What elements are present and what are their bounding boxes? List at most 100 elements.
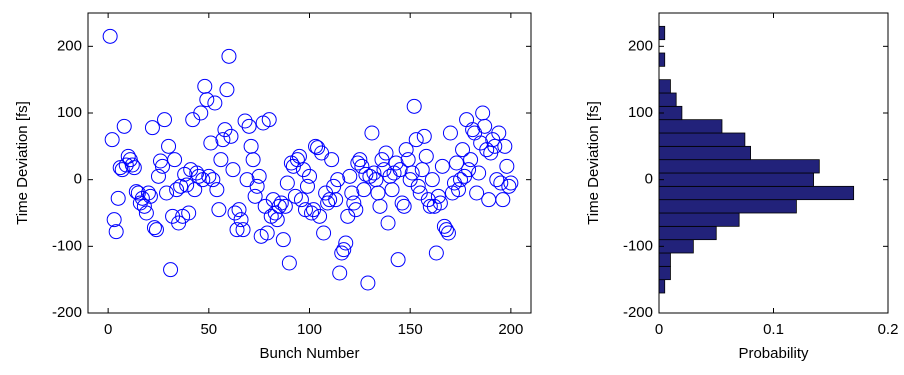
scatter-point — [155, 158, 171, 174]
scatter-point — [201, 168, 217, 184]
scatter-point — [146, 220, 162, 236]
x-tick-label: 150 — [398, 321, 423, 338]
scatter-point — [173, 178, 189, 194]
scatter-point — [406, 98, 422, 114]
scatter-point — [261, 112, 277, 128]
scatter-point — [116, 118, 132, 134]
scatter-point — [193, 105, 209, 121]
scatter-point — [302, 168, 317, 184]
scatter-point — [159, 185, 175, 201]
scatter-point — [410, 178, 426, 194]
x-tick-label: 0 — [655, 321, 663, 338]
histogram-bar — [658, 25, 666, 41]
scatter-point — [350, 155, 366, 171]
scatter-point — [142, 188, 158, 204]
scatter-point — [229, 222, 245, 238]
scatter-point — [424, 172, 440, 188]
scatter-point — [304, 205, 320, 221]
y-tick-label: -100 — [623, 237, 653, 254]
scatter-point — [213, 152, 229, 168]
scatter-point — [291, 148, 307, 164]
scatter-point — [249, 178, 265, 194]
scatter-point — [432, 195, 448, 211]
histogram-bar — [658, 145, 751, 161]
scatter-point — [215, 132, 231, 148]
scatter-point — [237, 113, 253, 129]
scatter-point — [207, 95, 223, 111]
histogram-bar — [658, 132, 746, 147]
scatter-point — [465, 122, 481, 138]
scatter-point — [414, 162, 430, 178]
scatter-point — [114, 162, 130, 178]
scatter-point — [209, 182, 225, 198]
scatter-point — [356, 182, 372, 198]
scatter-point — [442, 125, 458, 141]
scatter-point — [275, 232, 291, 248]
scatter-point — [169, 182, 185, 198]
scatter-point — [322, 192, 338, 208]
scatter-point — [336, 242, 352, 258]
scatter-point — [396, 198, 412, 214]
scatter-point — [191, 168, 207, 184]
scatter-point — [259, 225, 275, 241]
scatter-point — [181, 205, 197, 221]
scatter-point — [150, 168, 166, 184]
scatter-point — [140, 185, 156, 201]
scatter-point — [384, 182, 400, 198]
scatter-point — [334, 245, 350, 261]
y-tick-label: 200 — [628, 37, 653, 54]
y-axis-label: Time Deviation [fs] — [14, 101, 31, 225]
histogram-bar — [658, 199, 797, 214]
scatter-point — [451, 182, 467, 198]
histogram-bar — [658, 52, 666, 67]
y-axis-label: Time Deviation [fs] — [585, 101, 602, 225]
scatter-point — [219, 82, 235, 98]
histogram-bar — [658, 172, 814, 187]
scatter-point — [118, 157, 134, 173]
y-tick-label: 0 — [74, 171, 82, 188]
scatter-point — [469, 185, 485, 201]
y-tick-label: -100 — [52, 237, 82, 254]
y-tick-label: 0 — [645, 171, 653, 188]
scatter-point — [241, 118, 257, 134]
scatter-point — [223, 128, 239, 144]
x-tick-label: 0.1 — [763, 321, 784, 338]
scatter-point — [453, 172, 469, 188]
x-tick-label: 50 — [200, 321, 217, 338]
histogram-bar — [658, 252, 671, 267]
scatter-point — [271, 198, 287, 214]
scatter-point — [205, 172, 221, 188]
histogram-bar — [658, 119, 723, 134]
scatter-point — [130, 185, 146, 201]
scatter-point — [199, 92, 215, 108]
scatter-point — [235, 222, 251, 238]
scatter-point — [400, 152, 416, 168]
histogram-bar — [658, 185, 855, 201]
scatter-point — [161, 138, 177, 154]
histogram-bar — [658, 212, 740, 227]
scatter-point — [497, 138, 513, 154]
histogram-bar — [658, 92, 677, 107]
histogram-bar — [658, 265, 671, 281]
scatter-point — [499, 158, 515, 174]
scatter-point — [342, 168, 358, 184]
scatter-point — [487, 138, 503, 154]
scatter-point — [251, 168, 267, 184]
scatter-point — [233, 212, 249, 228]
scatter-point — [392, 162, 408, 178]
scatter-point — [360, 275, 376, 291]
scatter-point — [163, 262, 179, 278]
scatter-point — [428, 245, 444, 261]
scatter-point — [231, 202, 247, 218]
y-tick-label: 200 — [57, 37, 82, 54]
scatter-point — [144, 120, 160, 136]
scatter-point — [324, 152, 340, 168]
y-tick-label: -200 — [52, 304, 82, 321]
scatter-point — [338, 235, 354, 251]
scatter-point — [463, 152, 479, 168]
scatter-point — [378, 145, 394, 161]
scatter-point — [434, 158, 450, 174]
scatter-point — [328, 192, 344, 208]
x-axis-label: Bunch Number — [259, 345, 359, 362]
